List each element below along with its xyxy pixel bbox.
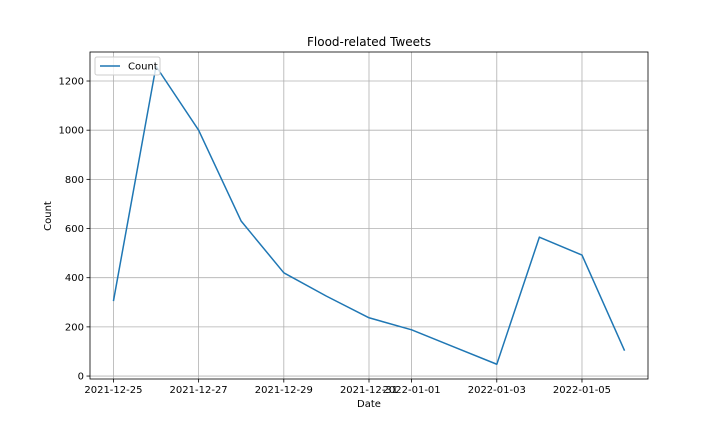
x-tick-label: 2022-01-03 <box>468 385 526 396</box>
grid <box>90 52 648 379</box>
y-tick-label: 1200 <box>59 77 84 88</box>
y-tick-label: 400 <box>65 273 84 284</box>
y-tick-label: 800 <box>65 175 84 186</box>
x-tick-label: 2022-01-05 <box>553 385 611 396</box>
legend-label-count: Count <box>128 62 158 73</box>
chart-title: Flood-related Tweets <box>307 35 431 49</box>
y-axis-label: Count <box>43 201 54 231</box>
y-tick-label: 0 <box>78 372 84 383</box>
x-tick-label: 2021-12-25 <box>84 385 142 396</box>
x-axis-label: Date <box>357 399 381 410</box>
x-tick-label: 2021-12-29 <box>255 385 313 396</box>
legend: Count <box>94 56 161 76</box>
y-tick-label: 600 <box>65 224 84 235</box>
ticks: 2021-12-25 2021-12-27 2021-12-29 2021-12-31… <box>59 77 611 396</box>
y-tick-label: 200 <box>65 322 84 333</box>
x-tick-label: 2021-12-27 <box>170 385 228 396</box>
y-tick-label: 1000 <box>59 126 84 137</box>
legend-box <box>94 56 161 76</box>
x-tick-label: 2021-12-31 <box>340 385 398 396</box>
x-tick-label: 2022-01-01 <box>383 385 441 396</box>
